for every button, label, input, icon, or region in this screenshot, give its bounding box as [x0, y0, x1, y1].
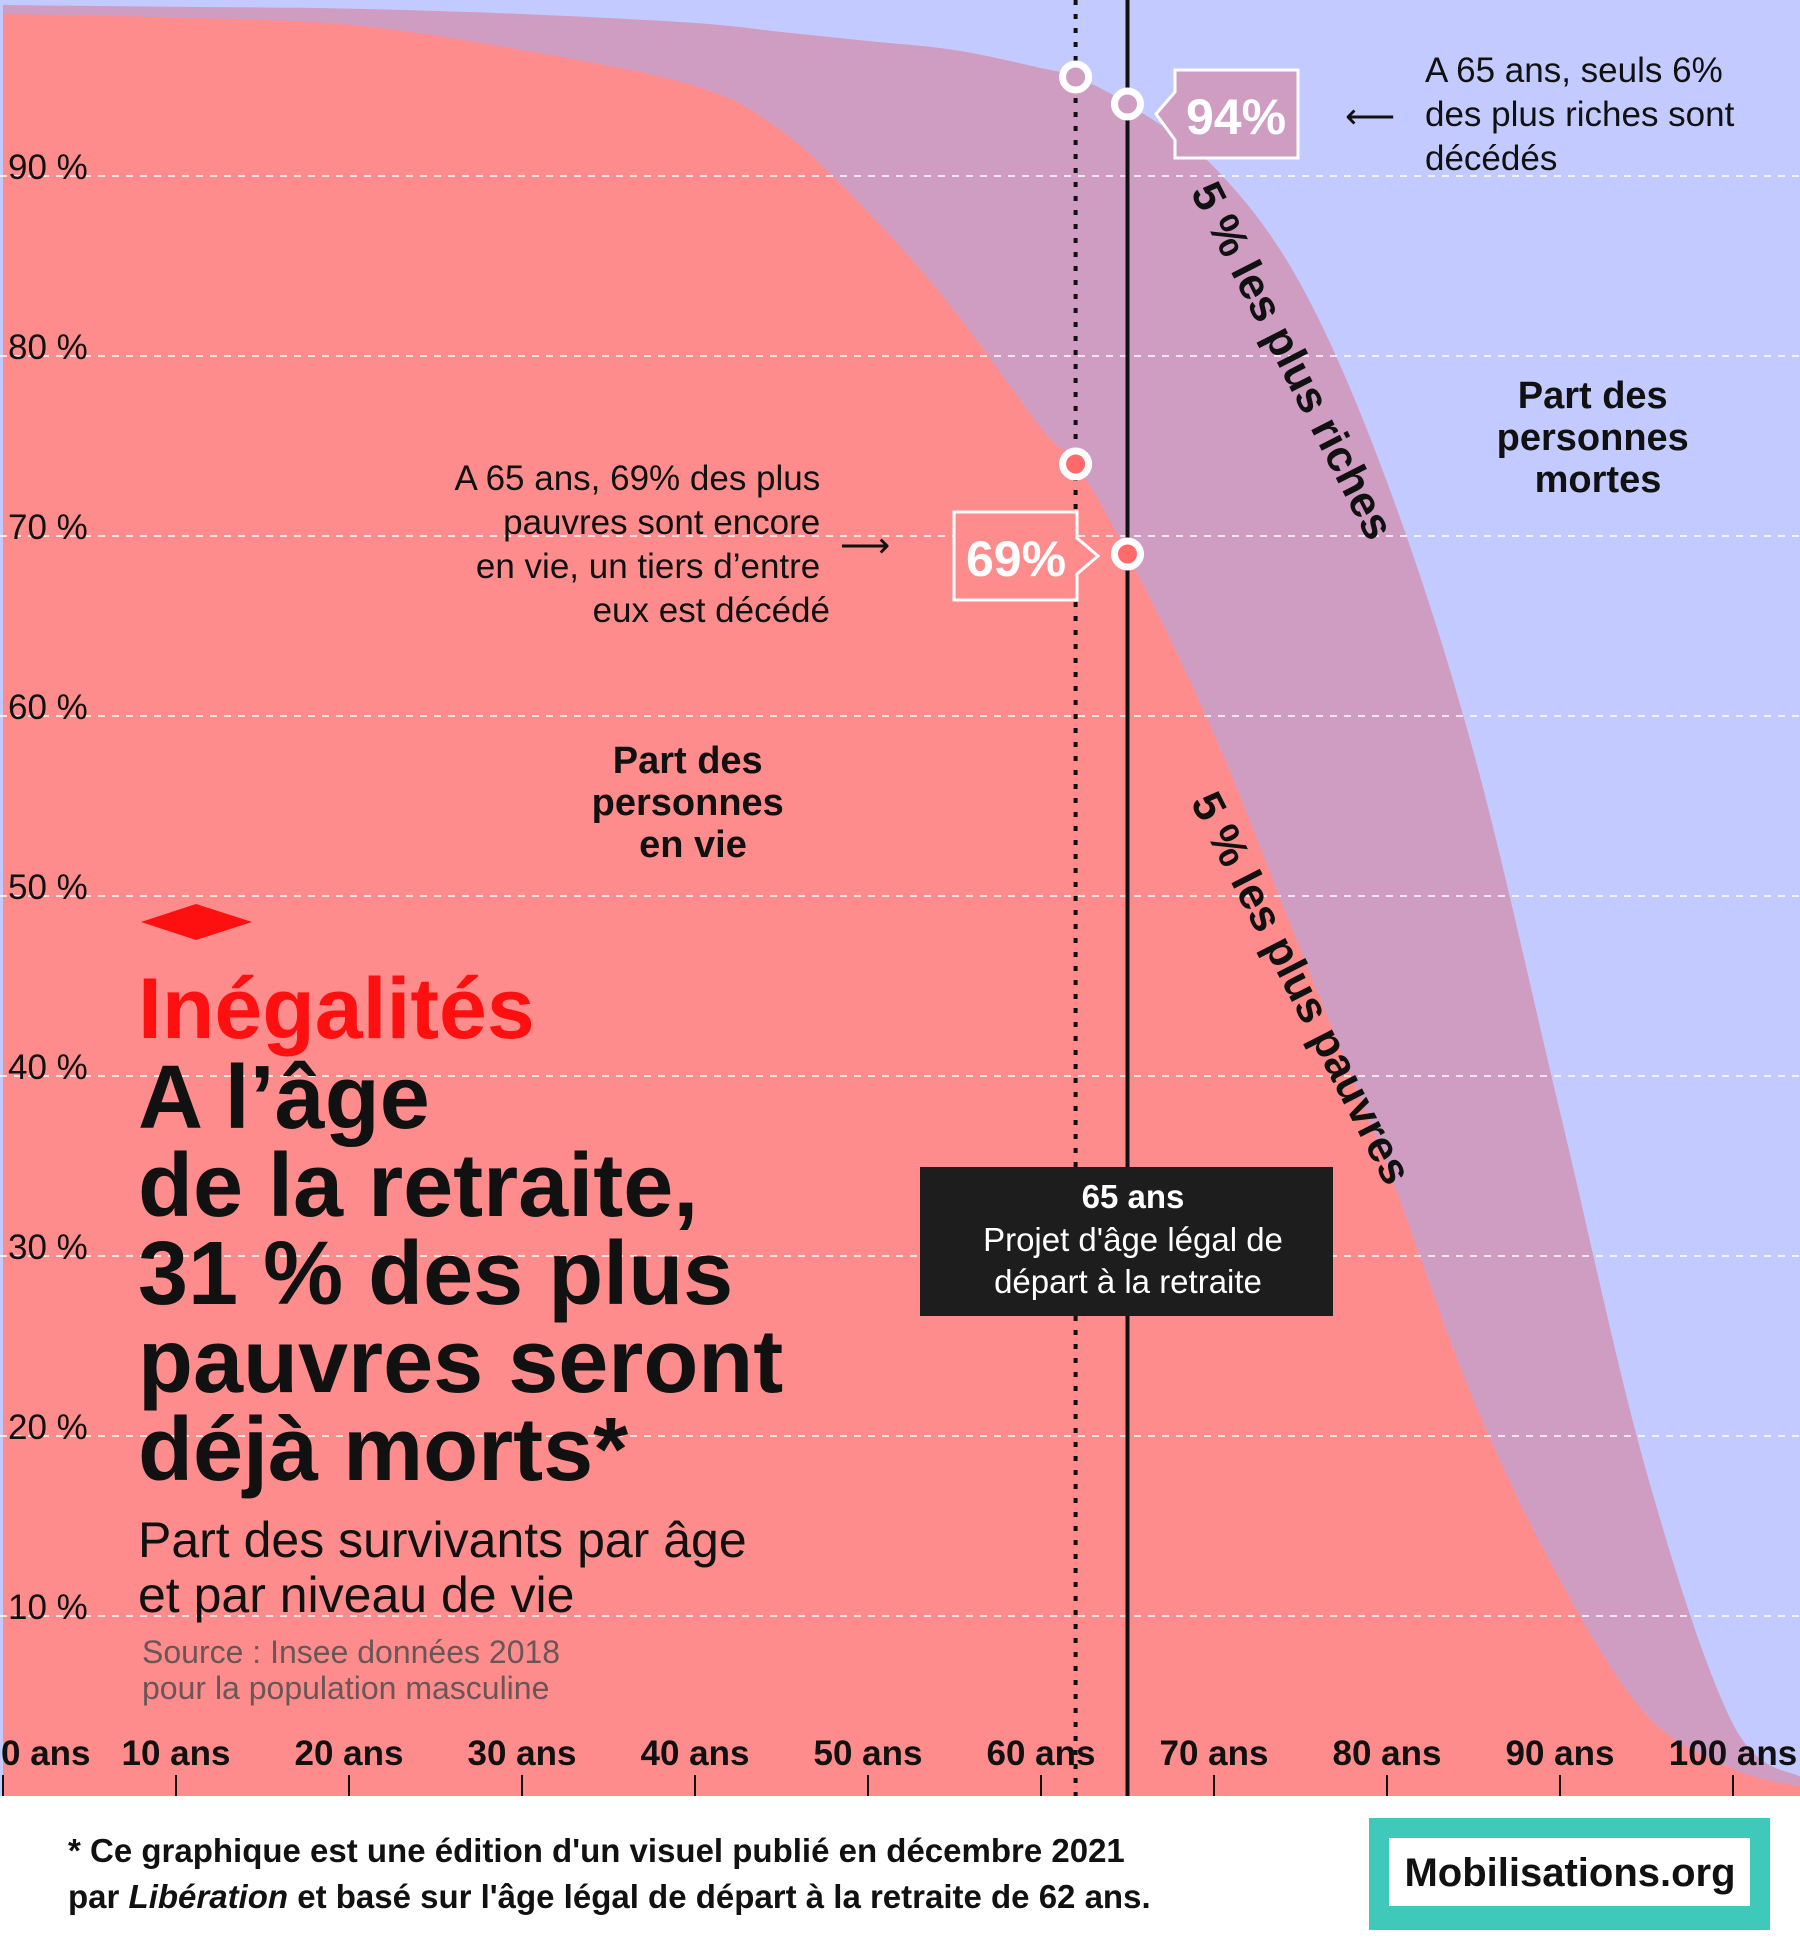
alive-region-label: Part des personnes en vie	[592, 740, 795, 866]
y-tick-label: 80 %	[8, 328, 88, 367]
x-axis-ticks: 0 ans 10 ans 20 ans 30 ans 40 ans 50 ans 60 an…	[1, 1734, 1797, 1796]
poor-survival-area	[3, 14, 1800, 1796]
y-tick-label: 70 %	[8, 508, 88, 547]
x-tick-label: 60 ans	[987, 1734, 1096, 1773]
y-gridlines	[0, 175, 1800, 1617]
x-tick-label: 80 ans	[1333, 1734, 1442, 1773]
x-tick-label: 0 ans	[1, 1734, 91, 1773]
arrow-right-icon: ⟶	[840, 526, 890, 565]
y-tick-label: 30 %	[8, 1228, 88, 1267]
x-tick-label: 20 ans	[295, 1734, 404, 1773]
rich-pct-callout: 94%	[1154, 68, 1300, 160]
curve-markers	[1059, 60, 1144, 571]
y-tick-label: 60 %	[8, 688, 88, 727]
infobox-line1: 65 ans	[1082, 1178, 1185, 1215]
y-tick-label: 50 %	[8, 868, 88, 907]
footnote: * Ce graphique est une édition d'un visu…	[68, 1832, 1151, 1915]
curve-marker	[1111, 87, 1144, 121]
x-tick-label: 70 ans	[1160, 1734, 1269, 1773]
x-tick-label: 50 ans	[814, 1734, 923, 1773]
poor-note: A 65 ans, 69% des plus pauvres sont enco…	[454, 459, 830, 630]
rich-pct-label: 94%	[1186, 89, 1286, 145]
brand-logo[interactable]: Mobilisations.org	[1369, 1818, 1770, 1930]
curve-marker	[1059, 447, 1093, 481]
curve-marker	[1059, 60, 1093, 94]
arrow-left-icon: ⟵	[1345, 97, 1395, 136]
y-tick-label: 20 %	[8, 1408, 88, 1447]
poor-pct-callout: 69%	[952, 510, 1101, 602]
x-tick-label: 100 ans	[1669, 1734, 1797, 1773]
y-axis-ticks: 10 % 20 % 30 % 40 % 50 % 60 % 70 % 80 % 90 %	[8, 148, 88, 1627]
headline-kicker: Inégalités	[138, 961, 535, 1057]
x-tick-label: 30 ans	[468, 1734, 577, 1773]
curve-marker	[1111, 537, 1144, 571]
headline-subtitle: Part des survivants par âge et par nivea…	[138, 1512, 761, 1623]
source-note: Source : Insee données 2018 pour la popu…	[142, 1634, 569, 1706]
x-tick-label: 40 ans	[641, 1734, 750, 1773]
x-tick-label: 10 ans	[122, 1734, 231, 1773]
brand-name: Mobilisations.org	[1404, 1851, 1735, 1895]
poor-pct-label: 69%	[966, 531, 1066, 587]
infobox-line3: départ à la retraite	[994, 1263, 1262, 1300]
x-tick-label: 90 ans	[1506, 1734, 1615, 1773]
infobox-line2: Projet d'âge légal de	[983, 1221, 1283, 1258]
y-tick-label: 40 %	[8, 1048, 88, 1087]
y-tick-label: 10 %	[8, 1588, 88, 1627]
diamond-icon	[141, 904, 252, 940]
rich-note: A 65 ans, seuls 6% des plus riches sont …	[1425, 51, 1744, 178]
headline-title: A l’âge de la retraite, 31 % des plus pa…	[138, 1048, 808, 1500]
y-tick-label: 90 %	[8, 148, 88, 187]
dead-region-label: Part des personnes mortes	[1497, 375, 1700, 501]
retirement-age-infobox: 65 ans Projet d'âge légal de départ à la…	[920, 1167, 1333, 1316]
